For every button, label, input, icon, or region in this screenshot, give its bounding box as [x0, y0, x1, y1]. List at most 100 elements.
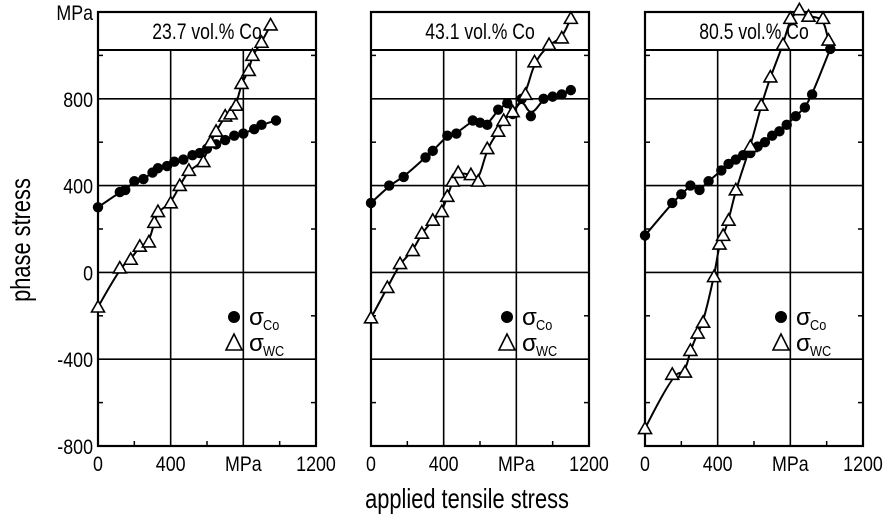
data-point-wc — [444, 173, 461, 187]
data-point-wc — [711, 236, 728, 250]
data-point-wc — [677, 364, 693, 378]
y-tick-label: -800 — [57, 436, 93, 460]
y-tick-label: -400 — [57, 349, 93, 373]
data-point-wc — [526, 53, 543, 68]
legend-marker-wc — [497, 332, 517, 351]
data-point-co — [799, 102, 811, 113]
panels: 23.7 vol.% Co 0 400 1200 MPa -800 -400 0 400 800 M… — [56, 2, 883, 477]
data-point-co — [270, 115, 282, 126]
data-point-co — [129, 176, 140, 187]
data-point-wc — [195, 153, 212, 168]
data-point-co — [667, 197, 678, 209]
data-point-co — [694, 184, 705, 196]
data-point-co — [538, 93, 549, 105]
data-point-wc — [146, 214, 163, 229]
data-point-wc — [637, 420, 653, 435]
data-point-wc — [111, 259, 128, 274]
data-point-wc — [208, 123, 224, 138]
data-point-wc — [240, 62, 257, 77]
legend-label-subscript: Co — [810, 316, 827, 333]
data-point-co — [774, 126, 785, 137]
legend-label-symbol: σ — [249, 330, 264, 357]
data-point-wc — [495, 112, 512, 127]
y-axis-label: phase stress — [5, 178, 36, 302]
data-point-wc — [695, 314, 712, 328]
data-point-wc — [562, 10, 579, 25]
plot-frame — [96, 10, 318, 448]
chart-panel-1: 23.7 vol.% Co 0 400 1200 MPa -800 -400 0 400 800 M… — [56, 2, 336, 477]
legend-label-symbol: σ — [796, 304, 811, 331]
data-point-wc — [479, 140, 496, 155]
data-point-co — [92, 202, 104, 213]
data-point-wc — [553, 29, 570, 44]
data-point-co — [676, 189, 687, 200]
data-point-co — [502, 97, 513, 109]
legend-label-subscript: Co — [263, 316, 280, 333]
data-point-wc — [228, 97, 244, 111]
data-point-wc — [413, 225, 430, 240]
data-point-co — [229, 130, 240, 141]
data-point-wc — [706, 268, 722, 283]
data-point-wc — [140, 233, 157, 248]
data-point-co — [556, 89, 567, 100]
legend-label-subscript: WC — [536, 342, 557, 359]
data-point-wc — [742, 138, 759, 153]
data-point-co — [825, 43, 836, 55]
data-point-co — [120, 184, 131, 196]
data-point-wc — [490, 123, 507, 138]
data-point-wc — [720, 212, 737, 226]
x-tick-label: 1200 — [843, 453, 883, 477]
data-point-co — [169, 156, 180, 167]
data-point-co — [806, 89, 818, 100]
x-tick-label: 400 — [429, 453, 459, 477]
data-point-co — [427, 145, 438, 157]
data-point-wc — [262, 16, 279, 31]
data-point-wc — [463, 166, 479, 181]
x-tick-label: 0 — [640, 453, 650, 477]
data-point-wc — [202, 134, 219, 148]
data-point-wc — [180, 162, 197, 177]
legend-label-symbol: σ — [522, 330, 537, 357]
data-point-co — [256, 119, 267, 131]
data-point-co — [420, 152, 431, 163]
data-point-wc — [433, 203, 450, 218]
data-point-co — [565, 84, 577, 96]
data-point-wc — [363, 309, 379, 324]
data-point-wc — [233, 75, 250, 90]
data-point-wc — [541, 36, 557, 51]
data-point-co — [759, 137, 771, 148]
data-point-wc — [379, 279, 396, 294]
data-point-wc — [715, 227, 731, 242]
data-point-wc — [815, 10, 831, 25]
y-unit-label: MPa — [56, 2, 93, 26]
data-point-co — [716, 165, 727, 176]
data-point-wc — [450, 164, 467, 179]
data-point-co — [639, 230, 651, 241]
legend-marker-co — [501, 311, 513, 323]
legend-label-subscript: WC — [263, 342, 284, 359]
data-point-wc — [820, 32, 837, 46]
y-tick-label: 400 — [63, 175, 93, 199]
x-tick-label: 0 — [366, 453, 376, 477]
data-point-co — [138, 173, 149, 185]
chart-title: 23.7 vol.% Co — [152, 20, 261, 44]
data-point-wc — [517, 86, 534, 101]
data-point-co — [219, 134, 231, 146]
data-point-co — [790, 110, 801, 122]
data-point-wc — [682, 342, 699, 357]
data-point-co — [238, 128, 249, 139]
legend-marker-co — [228, 311, 240, 323]
data-point-co — [703, 176, 714, 187]
legend-label-subscript: Co — [536, 316, 553, 333]
legend-label-symbol: σ — [796, 330, 811, 357]
data-point-co — [492, 104, 504, 115]
chart-title: 80.5 vol.% Co — [699, 20, 808, 44]
x-tick-label: 400 — [156, 453, 186, 477]
data-point-co — [442, 130, 453, 141]
data-point-co — [152, 163, 164, 174]
data-point-wc — [162, 194, 179, 209]
data-point-wc — [171, 177, 188, 192]
data-point-wc — [392, 255, 408, 270]
